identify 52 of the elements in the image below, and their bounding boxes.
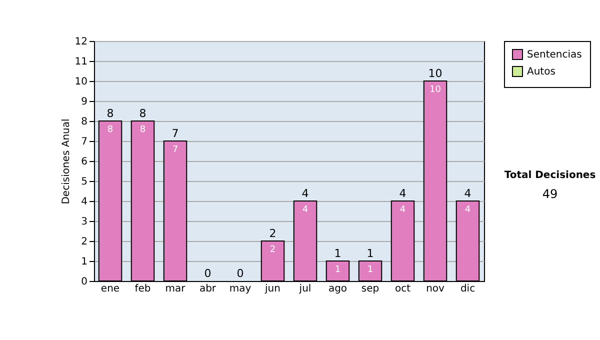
total-label: 8 <box>139 107 146 120</box>
y-tick-label: 7 <box>81 136 88 148</box>
x-tick-label: ago <box>328 284 348 294</box>
y-tick-label: 2 <box>81 236 88 248</box>
x-tick-label: dic <box>460 284 476 294</box>
y-tick-label: 10 <box>74 76 88 88</box>
x-tick-label: jun <box>264 284 280 294</box>
total-label: 4 <box>464 187 472 200</box>
y-tick-label: 12 <box>74 36 88 48</box>
y-tick-label: 9 <box>81 96 88 108</box>
y-tick-label: 4 <box>81 196 88 208</box>
y-axis-title: Decisiones Anual <box>60 118 72 204</box>
data-label: 4 <box>400 205 406 215</box>
total-label: 1 <box>334 247 342 260</box>
total-label: 4 <box>399 187 406 200</box>
y-tick-label: 11 <box>74 56 88 68</box>
total-label: 10 <box>428 67 442 80</box>
x-tick-label: nov <box>426 284 445 294</box>
legend-label: Autos <box>527 66 556 78</box>
y-tick-label: 5 <box>81 176 88 188</box>
legend-label: Sentencias <box>527 50 582 60</box>
data-label: 7 <box>172 145 178 155</box>
x-tick-label: abr <box>199 284 217 294</box>
x-tick-label: ene <box>100 284 120 294</box>
y-tick-label: 8 <box>81 116 88 128</box>
data-label: 4 <box>302 205 308 215</box>
total-label: 1 <box>366 247 374 260</box>
total-label: 8 <box>106 107 114 120</box>
data-label: 2 <box>270 245 276 255</box>
data-label: 1 <box>367 265 374 275</box>
x-tick-label: jul <box>298 284 312 294</box>
y-tick-label: 0 <box>81 276 88 288</box>
x-tick-label: oct <box>394 284 411 294</box>
total-label: 2 <box>269 227 276 240</box>
text: 49 <box>541 187 559 201</box>
x-tick-label: feb <box>134 284 151 294</box>
x-tick-label: sep <box>361 284 380 294</box>
data-label: 10 <box>430 85 442 95</box>
data-label: 8 <box>140 125 146 135</box>
total-label: 4 <box>302 187 309 200</box>
text: Total Decisiones <box>503 170 597 181</box>
x-tick-label: may <box>229 284 252 294</box>
data-label: 4 <box>464 205 471 215</box>
total-label: 7 <box>172 127 179 140</box>
x-tick-label: mar <box>165 284 186 294</box>
y-tick-label: 1 <box>81 256 88 268</box>
data-label: 1 <box>334 265 341 275</box>
total-label: 0 <box>236 267 244 280</box>
data-label: 8 <box>107 125 114 135</box>
y-tick-label: 3 <box>81 216 88 228</box>
y-tick-label: 6 <box>81 156 88 168</box>
total-label: 0 <box>204 267 212 280</box>
